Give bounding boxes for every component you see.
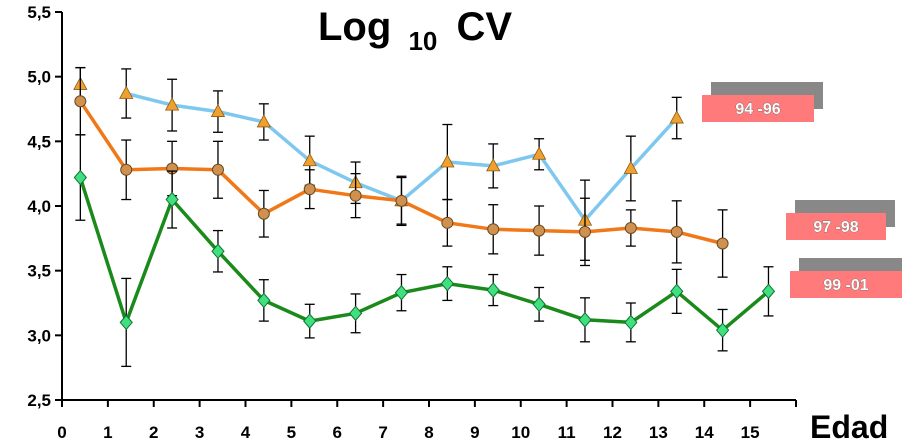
x-axis-ticks: 0 1 2 3 4 5 6 7 8 9 10 11 12 13 14 15 <box>57 400 797 442</box>
data-point <box>440 154 455 168</box>
data-point <box>257 207 270 220</box>
series-line <box>78 176 770 332</box>
data-point <box>119 314 133 331</box>
x-tick-label: 4 <box>241 423 251 442</box>
data-point <box>211 163 224 176</box>
data-point <box>210 103 226 117</box>
data-point <box>349 189 362 202</box>
data-point <box>486 158 501 172</box>
y-tick-label: 3,0 <box>27 326 51 345</box>
data-point <box>533 224 546 237</box>
series-layer <box>73 66 776 368</box>
data-point <box>670 225 683 238</box>
x-tick-label: 7 <box>378 423 387 442</box>
series-label-text: 97 -98 <box>813 219 858 236</box>
x-tick-label: 12 <box>603 423 622 442</box>
data-point <box>119 85 134 99</box>
data-point <box>211 243 225 260</box>
chart-title: Log 10 CV <box>318 5 512 59</box>
plot-area: 2,53,03,54,04,55,05,5 0 1 2 3 4 5 6 7 8 9 10 11 12 13… <box>27 3 797 442</box>
data-point <box>303 183 316 196</box>
data-point <box>761 283 776 300</box>
data-point <box>164 97 180 111</box>
data-point <box>73 169 88 186</box>
y-tick-label: 3,5 <box>27 262 51 281</box>
x-tick-label: 11 <box>558 423 576 442</box>
y-tick-label: 4,5 <box>27 132 51 151</box>
series-3 <box>73 134 776 368</box>
data-point <box>395 194 408 207</box>
series-label-box: 94 -96 <box>702 82 823 122</box>
data-point <box>441 216 454 229</box>
x-tick-label: 1 <box>103 423 112 442</box>
y-tick-label: 5,5 <box>27 3 51 22</box>
data-point <box>715 322 730 338</box>
x-tick-label: 15 <box>741 423 760 442</box>
chart-title-suffix: CV <box>456 5 512 49</box>
series-2 <box>74 66 729 278</box>
x-tick-label: 10 <box>511 423 530 442</box>
series-label-text: 94 -96 <box>735 101 780 118</box>
data-point <box>531 146 547 160</box>
data-point <box>394 284 409 301</box>
data-point <box>303 313 317 329</box>
data-point <box>624 314 638 331</box>
data-point <box>486 282 500 298</box>
y-tick-label: 5,0 <box>27 68 51 87</box>
x-tick-label: 14 <box>695 423 714 442</box>
x-tick-label: 0 <box>57 423 66 442</box>
x-tick-label: 9 <box>470 423 479 442</box>
x-tick-label: 3 <box>195 423 204 442</box>
data-point <box>120 163 133 176</box>
x-tick-label: 13 <box>649 423 668 442</box>
series-label-boxes: 94 -96 97 -98 99 -01 <box>702 82 902 298</box>
data-point <box>578 312 592 328</box>
data-point <box>487 223 500 236</box>
chart-title-main: Log <box>318 5 391 49</box>
label-background <box>786 213 886 240</box>
series-label-box: 97 -98 <box>786 200 895 240</box>
x-tick-label: 5 <box>287 423 296 442</box>
data-point <box>669 110 684 124</box>
label-background <box>790 271 902 298</box>
x-tick-label: 8 <box>424 423 433 442</box>
y-axis-ticks: 2,5 3,0 3,5 4,0 4,5 5,0 5,5 <box>27 3 62 410</box>
data-point <box>257 292 271 309</box>
series-label-box: 99 -01 <box>790 258 902 298</box>
data-point <box>578 225 591 238</box>
data-point <box>256 114 272 128</box>
x-tick-label: 2 <box>149 423 158 442</box>
y-tick-label: 2,5 <box>27 391 51 410</box>
data-point <box>74 95 87 108</box>
data-point <box>440 275 455 292</box>
data-point <box>670 283 684 300</box>
x-tick-label: 6 <box>333 423 342 442</box>
chart-title-subscript: 10 <box>408 26 437 56</box>
data-point <box>624 221 637 234</box>
label-background <box>702 95 814 122</box>
data-point <box>716 237 729 250</box>
data-point <box>532 296 546 313</box>
series-label-text: 99 -01 <box>823 277 868 294</box>
data-point <box>302 152 317 167</box>
data-point <box>348 305 363 322</box>
x-axis-label: Edad <box>810 409 888 444</box>
data-point <box>165 191 179 208</box>
y-tick-label: 4,0 <box>27 197 51 216</box>
data-point <box>623 160 639 174</box>
